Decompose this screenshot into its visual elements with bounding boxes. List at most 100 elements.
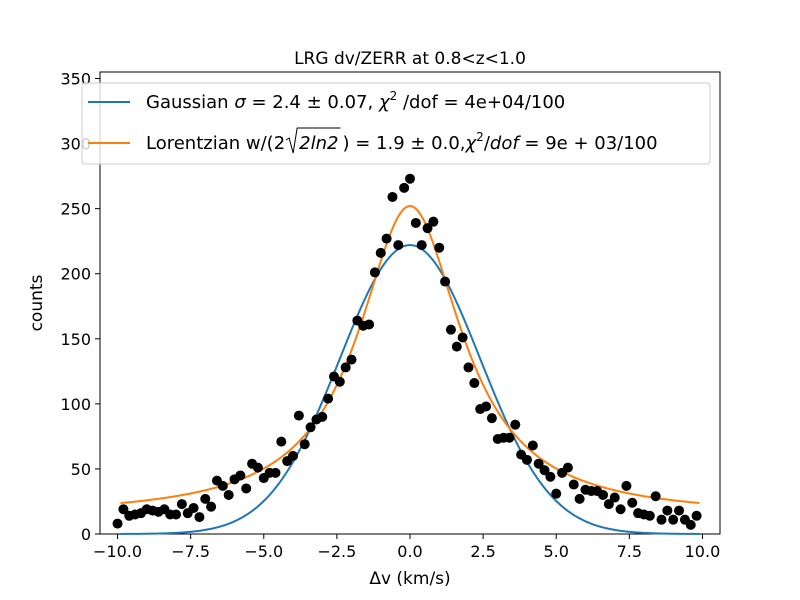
legend-gaussian-mid: = 2.4 ± 0.07, — [246, 92, 379, 113]
data-point — [223, 489, 234, 500]
lorentzian-fit-line — [120, 205, 700, 505]
data-point — [293, 410, 304, 421]
legend-gaussian-sigma: σ — [234, 92, 246, 113]
data-points — [112, 173, 702, 530]
data-point — [112, 518, 123, 529]
legend-lorentzian-radicand: 2ln2 — [299, 133, 338, 154]
legend-lorentzian-sqrt-sign — [285, 127, 341, 154]
y-tick-label: 0 — [81, 525, 91, 544]
data-point — [527, 440, 538, 451]
data-point — [551, 488, 562, 499]
legend-lorentzian-rest: ) = 1.9 ± 0.0,χ2/dof = 9e + 03/100 — [342, 130, 657, 154]
x-tick-label: −7.5 — [171, 542, 210, 561]
y-tick-label: 50 — [71, 460, 91, 479]
data-point — [405, 173, 415, 184]
x-tick-label: 7.5 — [617, 542, 642, 561]
data-point — [486, 413, 497, 424]
data-point — [393, 240, 404, 251]
x-tick-label: −5.0 — [244, 542, 283, 561]
data-point — [399, 182, 410, 193]
data-point — [621, 480, 632, 491]
y-tick-label: 150 — [60, 330, 91, 349]
legend-lorentzian-prefix: Lorentzian w/(2 — [146, 133, 285, 154]
data-point — [685, 519, 696, 530]
data-point — [428, 216, 439, 227]
plot-area: −10.0 −7.5 −5.0 −2.5 0.0 2.5 5.0 7.5 10.0 0 50 100… — [60, 70, 721, 561]
data-point — [568, 479, 579, 490]
data-point — [346, 354, 357, 365]
data-point — [445, 324, 456, 335]
data-point — [603, 499, 614, 510]
data-point — [194, 512, 205, 523]
data-point — [451, 341, 462, 352]
data-point — [176, 499, 187, 510]
data-point — [481, 401, 492, 412]
y-tick-label: 100 — [60, 395, 91, 414]
legend-lorentzian-slash: / — [484, 133, 491, 154]
data-point — [545, 471, 556, 482]
data-point — [241, 483, 252, 494]
data-point — [521, 454, 532, 465]
legend-lorentzian-chi: χ — [465, 133, 478, 154]
data-point — [288, 450, 299, 461]
data-point — [662, 505, 673, 516]
x-tick-label: 2.5 — [470, 542, 495, 561]
data-point — [674, 505, 685, 516]
legend: Gaussian σ = 2.4 ± 0.07, χ2 /dof = 4e+04… — [81, 82, 711, 165]
data-point — [217, 480, 228, 491]
legend-lorentzian-mid: ) = 1.9 ± 0.0, — [342, 133, 465, 154]
data-point — [656, 514, 667, 525]
data-point — [510, 419, 521, 430]
y-tick-label: 250 — [60, 200, 91, 219]
x-tick-label: −2.5 — [317, 542, 356, 561]
y-axis-label: counts — [27, 274, 47, 331]
data-point — [364, 319, 375, 330]
legend-label-lorentzian: Lorentzian w/(2 2ln2 ) = 1.9 ± 0.0,χ2/do… — [146, 127, 658, 154]
data-point — [469, 378, 480, 389]
data-point — [200, 493, 211, 504]
data-point — [598, 489, 609, 500]
y-tick-label: 200 — [60, 265, 91, 284]
data-point — [416, 240, 427, 251]
data-point — [375, 247, 386, 258]
legend-lorentzian-dof: dof — [490, 133, 521, 154]
data-point — [381, 233, 392, 244]
data-point — [650, 491, 661, 502]
legend-gaussian-suffix: /dof = 4e+04/100 — [397, 92, 565, 113]
legend-gaussian-prefix: Gaussian — [146, 92, 234, 113]
data-point — [668, 514, 679, 525]
data-point — [276, 436, 287, 447]
data-point — [440, 276, 451, 287]
data-point — [305, 422, 316, 433]
data-point — [644, 510, 655, 521]
data-point — [457, 332, 468, 343]
data-point — [422, 223, 433, 234]
data-point — [574, 493, 585, 504]
gaussian-fit-line — [120, 244, 700, 535]
data-point — [340, 362, 351, 373]
data-point — [369, 267, 380, 278]
data-point — [118, 504, 129, 515]
x-axis-ticks: −10.0 −7.5 −5.0 −2.5 0.0 2.5 5.0 7.5 10.0 — [93, 534, 720, 561]
data-point — [299, 439, 310, 450]
x-tick-label: 0.0 — [397, 542, 422, 561]
x-tick-label: 5.0 — [543, 542, 568, 561]
data-point — [323, 393, 334, 404]
data-point — [206, 501, 217, 512]
data-point — [334, 376, 345, 387]
data-point — [539, 465, 550, 476]
data-point — [235, 470, 246, 481]
x-tick-label: 10.0 — [685, 542, 721, 561]
legend-lorentzian-sup: 2 — [476, 130, 484, 144]
legend-box — [81, 82, 711, 165]
x-axis-label-text: Δv (km/s) — [369, 569, 450, 589]
data-point — [609, 492, 620, 503]
data-point — [188, 502, 199, 513]
legend-gaussian-sup: 2 — [390, 89, 398, 103]
legend-lorentzian-suffix: = 9e + 03/100 — [519, 133, 658, 154]
data-point — [434, 242, 445, 253]
data-point — [171, 509, 182, 520]
legend-label-gaussian: Gaussian σ = 2.4 ± 0.07, χ2 /dof = 4e+04… — [146, 89, 565, 113]
